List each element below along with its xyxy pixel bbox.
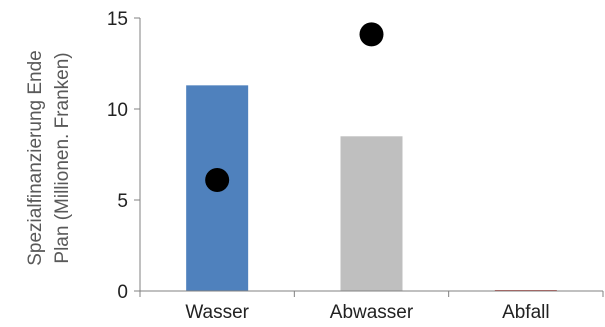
x-tick-label-wasser: Wasser	[185, 302, 249, 323]
y-axis-title-line-1: Spezialfinanzierung Ende	[25, 50, 46, 266]
y-tick-label-1: 5	[117, 191, 128, 212]
y-tick-label-2: 10	[107, 100, 128, 121]
bar-abwasser	[340, 136, 403, 291]
point-wasser	[205, 167, 230, 192]
x-tick-label-abfall: Abfall	[502, 302, 550, 323]
y-tick-label-0: 0	[117, 282, 128, 303]
x-tick-label-abwasser: Abwasser	[330, 302, 414, 323]
plot-area: 0 5 10 15 Wasser Abwasser Abfall	[107, 9, 604, 323]
y-tick-label-3: 15	[107, 9, 128, 30]
point-abwasser	[359, 22, 384, 47]
y-axis-title-line-2: Plan (Millionen. Franken)	[52, 52, 73, 263]
